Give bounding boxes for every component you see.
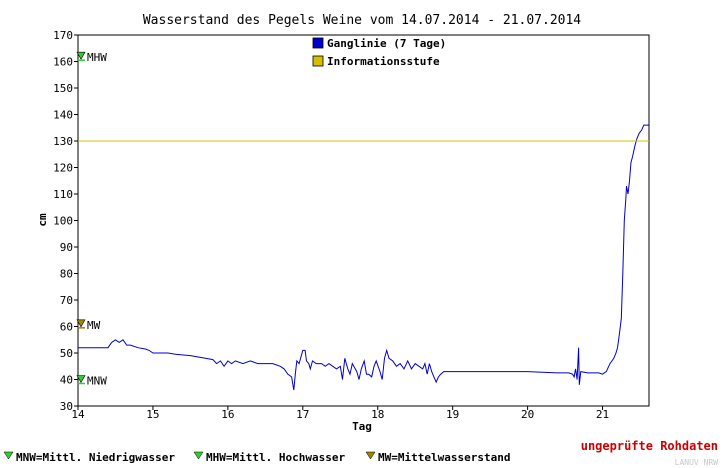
legend-label: Ganglinie (7 Tage) <box>327 37 446 50</box>
y-tick-label: 80 <box>60 268 73 281</box>
marker-label: MW <box>87 319 101 332</box>
plot-frame <box>77 34 650 407</box>
footer-triangle-icon <box>365 451 376 460</box>
y-tick-label: 120 <box>53 162 73 175</box>
x-tick-label: 18 <box>371 408 384 421</box>
plot-area: 30 40 50 60 70 80 90 100 110 120 130 140 150 160 170 14… <box>53 29 650 421</box>
legend-swatch <box>312 55 324 67</box>
y-tick-label: 130 <box>53 135 73 148</box>
x-tick-label: 16 <box>221 408 234 421</box>
footer-legend-label: MNW=Mittl. Niedrigwasser <box>16 451 175 464</box>
footer-triangle-icon <box>193 451 204 460</box>
x-tick-label: 19 <box>446 408 459 421</box>
legend-label: Informationsstufe <box>327 55 440 68</box>
y-tick-label: 150 <box>53 82 73 95</box>
footer-legend-label: MHW=Mittl. Hochwasser <box>206 451 345 464</box>
x-axis-label: Tag <box>352 420 372 433</box>
marker-triangle-icon <box>76 319 86 328</box>
y-tick-label: 140 <box>53 109 73 122</box>
series-line-0 <box>78 124 649 391</box>
y-tick-label: 160 <box>53 56 73 69</box>
y-tick-label: 60 <box>60 321 73 334</box>
y-tick-label: 50 <box>60 347 73 360</box>
watermark: LANUV NRW <box>675 458 719 467</box>
x-tick-label: 15 <box>146 408 159 421</box>
marker-triangle-icon <box>76 51 86 60</box>
y-tick-label: 90 <box>60 241 73 254</box>
raw-data-notice: ungeprüfte Rohdaten <box>581 439 718 453</box>
footer-triangle-icon <box>3 451 14 460</box>
marker-label: MHW <box>87 51 107 64</box>
footer-legend-label: MW=Mittelwasserstand <box>378 451 510 464</box>
x-tick-label: 17 <box>296 408 309 421</box>
footer-legend: MNW=Mittl. Niedrigwasser MHW=Mittl. Hochw… <box>3 451 510 464</box>
chart-title: Wasserstand des Pegels Weine vom 14.07.2… <box>143 13 581 28</box>
x-tick-label: 21 <box>596 408 609 421</box>
y-tick-label: 30 <box>60 400 73 413</box>
y-tick-label: 110 <box>53 188 73 201</box>
y-tick-label: 70 <box>60 294 73 307</box>
y-tick-label: 100 <box>53 215 73 228</box>
marker-triangle-icon <box>76 375 86 384</box>
y-tick-label: 40 <box>60 374 73 387</box>
x-tick-label: 20 <box>521 408 534 421</box>
legend-swatch <box>312 37 324 49</box>
marker-label: MNW <box>87 375 107 388</box>
x-tick-label: 14 <box>71 408 85 421</box>
y-axis-label: cm <box>36 213 49 227</box>
y-tick-label: 170 <box>53 29 73 42</box>
